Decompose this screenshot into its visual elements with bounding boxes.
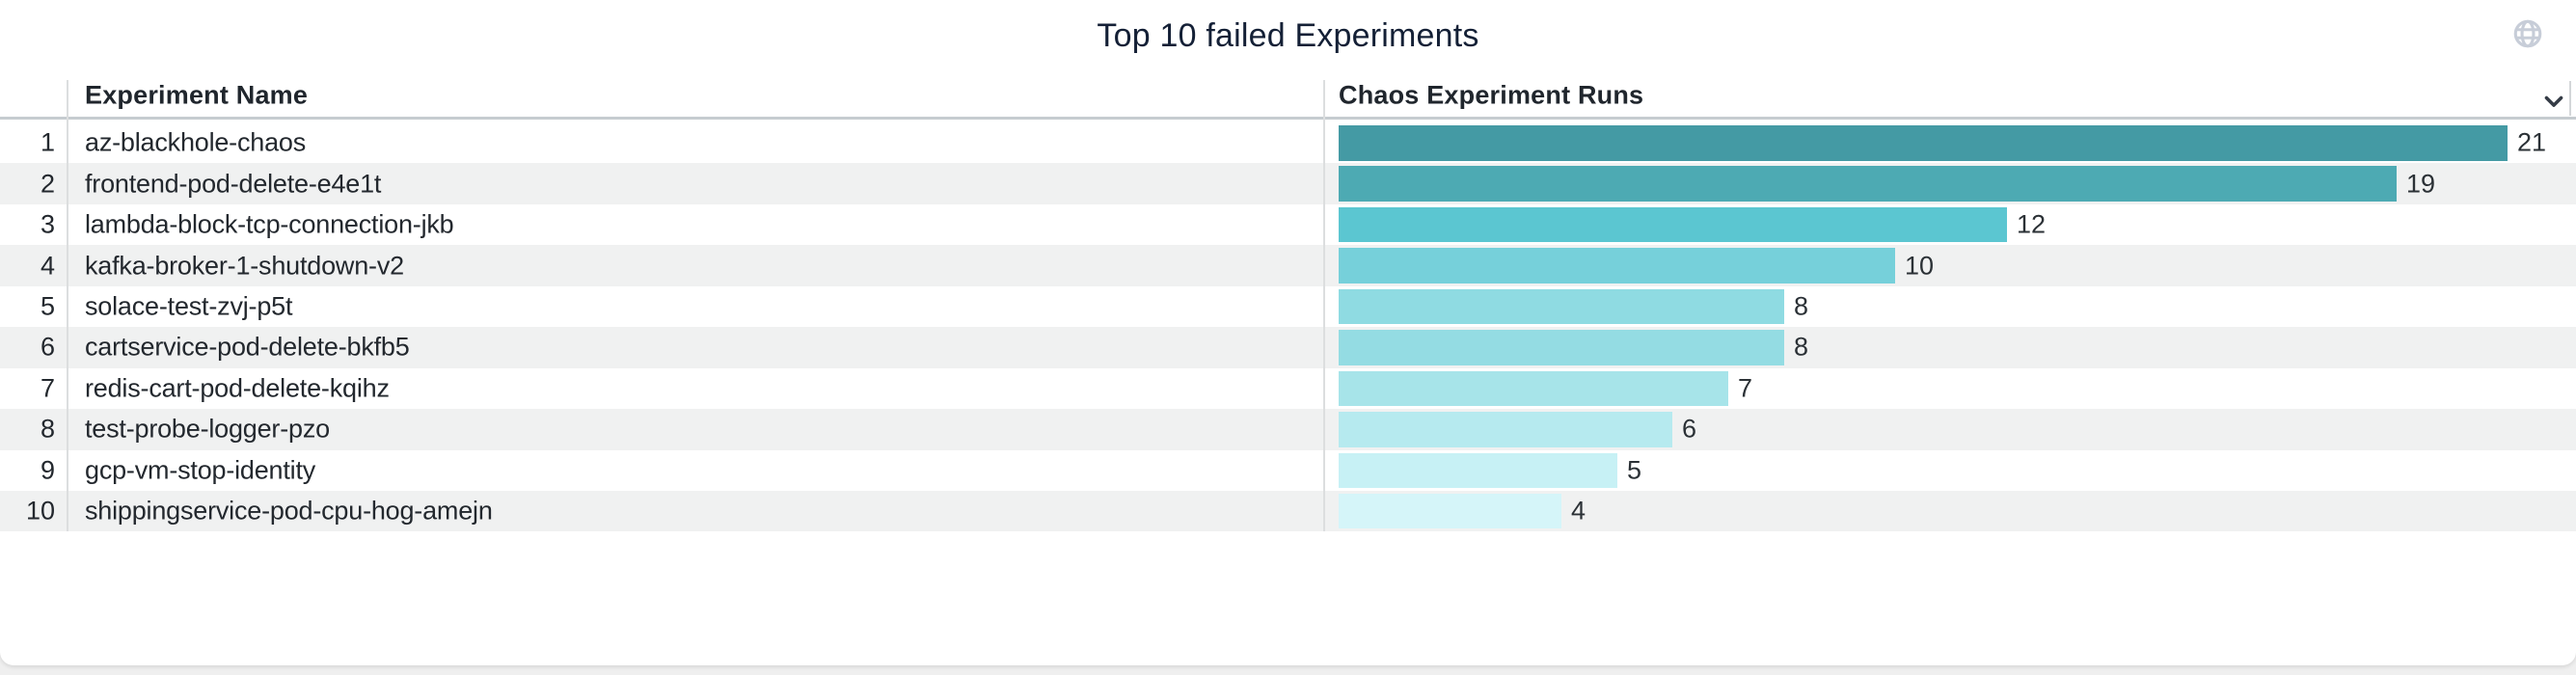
table-row: 8 test-probe-logger-pzo 6 xyxy=(0,409,2576,450)
bar-value-label: 8 xyxy=(1794,291,1809,321)
bar-value-label: 6 xyxy=(1682,414,1697,444)
table-row: 10 shippingservice-pod-cpu-hog-amejn 4 xyxy=(0,490,2576,532)
bar-value-label: 8 xyxy=(1794,332,1809,362)
table-row: 6 cartservice-pod-delete-bkfb5 8 xyxy=(0,327,2576,368)
bar-value-label: 10 xyxy=(1905,251,1935,281)
experiment-runs-bar[interactable] xyxy=(1339,370,1728,407)
experiment-runs-bar[interactable] xyxy=(1339,452,1617,488)
experiment-runs-bar[interactable] xyxy=(1339,288,1784,325)
row-rank: 5 xyxy=(40,291,55,321)
experiment-name: kafka-broker-1-shutdown-v2 xyxy=(85,251,404,281)
table-row: 5 solace-test-zvj-p5t 8 xyxy=(0,285,2576,328)
table-row: 2 frontend-pod-delete-e4e1t 19 xyxy=(0,163,2576,204)
table-row: 1 az-blackhole-chaos 21 xyxy=(0,122,2576,164)
row-rank: 1 xyxy=(40,127,55,157)
row-rank: 8 xyxy=(40,414,55,444)
chart-title: Top 10 failed Experiments xyxy=(1097,17,1479,54)
experiment-name: cartservice-pod-delete-bkfb5 xyxy=(85,332,410,362)
experiment-runs-bar[interactable] xyxy=(1339,166,2397,202)
experiment-name: shippingservice-pod-cpu-hog-amejn xyxy=(85,496,493,526)
experiment-name: solace-test-zvj-p5t xyxy=(85,291,293,321)
experiment-runs-bar[interactable] xyxy=(1339,125,2508,161)
row-rank: 2 xyxy=(40,169,55,199)
bar-value-label: 21 xyxy=(2517,127,2547,157)
table-body: 1 az-blackhole-chaos 21 2 frontend-pod-delet… xyxy=(0,122,2576,532)
experiment-runs-bar[interactable] xyxy=(1339,206,2007,243)
table-row: 3 lambda-block-tcp-connection-jkb 12 xyxy=(0,203,2576,246)
row-rank: 6 xyxy=(40,332,55,362)
row-rank: 4 xyxy=(40,251,55,281)
column-header-chaos-experiment-runs[interactable]: Chaos Experiment Runs xyxy=(1339,80,1644,110)
experiment-name: az-blackhole-chaos xyxy=(85,127,307,157)
bar-value-label: 12 xyxy=(2017,209,2047,239)
experiment-runs-bar[interactable] xyxy=(1339,330,1784,365)
chevron-down-icon[interactable] xyxy=(2540,88,2567,115)
bar-value-label: 4 xyxy=(1571,496,1586,526)
row-rank: 10 xyxy=(25,496,55,526)
table-row: 4 kafka-broker-1-shutdown-v2 10 xyxy=(0,245,2576,286)
bar-value-label: 19 xyxy=(2406,169,2436,199)
column-header-experiment-name[interactable]: Experiment Name xyxy=(85,80,309,110)
experiment-name: redis-cart-pod-delete-kqihz xyxy=(85,373,390,403)
bar-value-label: 5 xyxy=(1627,455,1642,485)
experiment-name: test-probe-logger-pzo xyxy=(85,414,330,444)
experiment-name: gcp-vm-stop-identity xyxy=(85,455,316,485)
table-row: 9 gcp-vm-stop-identity 5 xyxy=(0,449,2576,491)
globe-icon[interactable] xyxy=(2511,17,2544,50)
header-right-divider xyxy=(2569,81,2571,116)
table-header: Experiment Name Chaos Experiment Runs xyxy=(0,74,2576,120)
rank-column-divider xyxy=(67,80,68,531)
name-runs-column-divider xyxy=(1323,80,1325,531)
experiment-runs-bar[interactable] xyxy=(1339,248,1895,284)
experiment-runs-bar[interactable] xyxy=(1339,493,1561,529)
table-row: 7 redis-cart-pod-delete-kqihz 7 xyxy=(0,367,2576,410)
bar-value-label: 7 xyxy=(1738,373,1753,403)
experiment-name: frontend-pod-delete-e4e1t xyxy=(85,169,382,199)
experiment-name: lambda-block-tcp-connection-jkb xyxy=(85,209,454,239)
row-rank: 7 xyxy=(40,373,55,403)
row-rank: 3 xyxy=(40,209,55,239)
experiment-runs-bar[interactable] xyxy=(1339,412,1672,447)
row-rank: 9 xyxy=(40,455,55,485)
